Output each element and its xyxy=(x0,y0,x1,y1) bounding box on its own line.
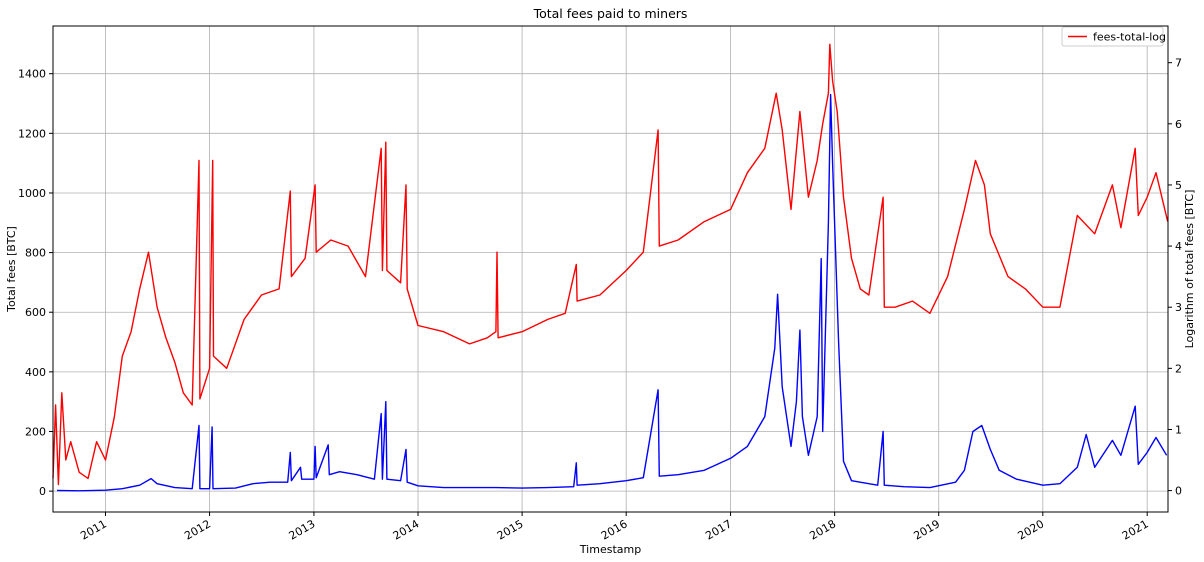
y-tick-label: 1000 xyxy=(18,187,46,200)
y-tick-label: 200 xyxy=(25,425,46,438)
legend-box xyxy=(1061,26,1164,47)
plot-frame xyxy=(52,25,1169,513)
y2-tick-label: 4 xyxy=(1175,240,1182,253)
y-axis-label: Total fees [BTC] xyxy=(5,226,18,313)
chart-title: Total fees paid to miners xyxy=(533,6,688,21)
legend: fees-total-log xyxy=(1061,26,1166,47)
y-tick-label: 400 xyxy=(25,366,46,379)
series-layer xyxy=(52,43,1169,492)
y-tick-label: 600 xyxy=(25,306,46,319)
y2-tick-label: 3 xyxy=(1175,301,1182,314)
y-tick-label: 0 xyxy=(39,485,46,498)
y2-tick-label: 6 xyxy=(1175,118,1182,131)
y2-tick-label: 1 xyxy=(1175,423,1182,436)
y-axis-right: 0 1 2 3 4 5 6 7 xyxy=(1168,57,1182,498)
y2-tick-label: 0 xyxy=(1175,485,1182,498)
series-line-fees-total-log xyxy=(52,43,1169,486)
y2-tick-label: 2 xyxy=(1175,362,1182,375)
y-tick-label: 800 xyxy=(25,247,46,260)
legend-label: fees-total-log xyxy=(1093,31,1166,44)
y2-axis-label: Logarithm of total fees [BTC] xyxy=(1183,190,1196,349)
x-axis-label: Timestamp xyxy=(579,543,641,556)
y2-tick-label: 5 xyxy=(1175,179,1182,192)
grid xyxy=(53,26,1168,512)
y-axis-left: 0 200 400 600 800 1000 1200 1400 xyxy=(18,68,53,498)
y-tick-label: 1200 xyxy=(18,127,46,140)
y2-tick-label: 7 xyxy=(1175,57,1182,70)
y-tick-label: 1400 xyxy=(18,68,46,81)
series-line-fees-total xyxy=(56,93,1168,492)
